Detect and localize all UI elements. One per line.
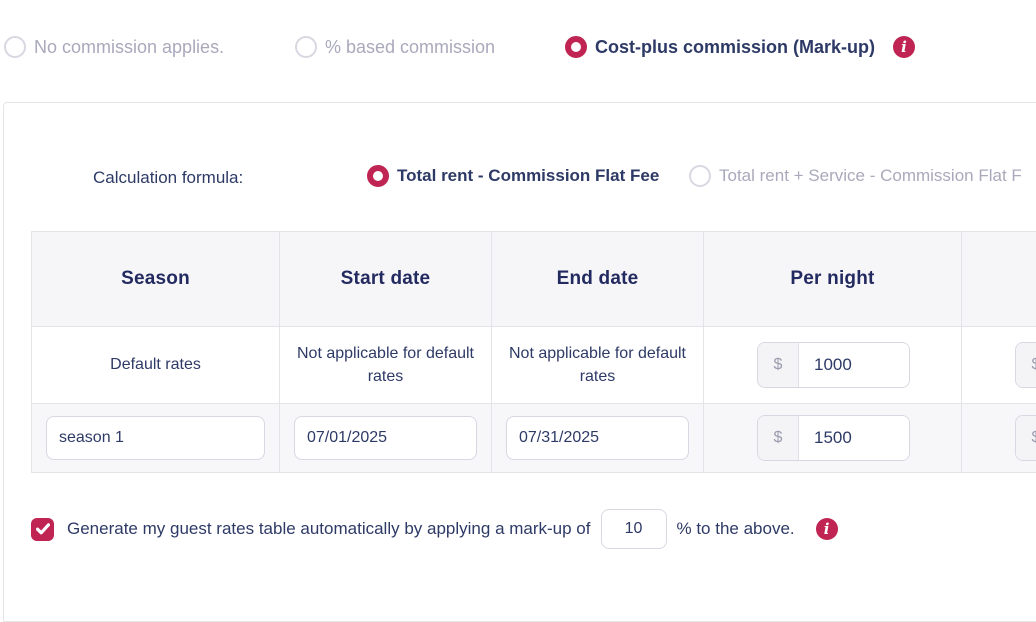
auto-markup-row: Generate my guest rates table automatica… <box>31 506 838 552</box>
currency-prefix: $ <box>1016 343 1036 387</box>
info-icon[interactable]: i <box>815 518 838 540</box>
markup-percent-input[interactable] <box>600 509 667 549</box>
option-percent-commission-label: % based commission <box>325 36 496 57</box>
col-header-season: Season <box>32 232 280 326</box>
default-per-night-input[interactable] <box>799 343 909 387</box>
formula-option-flat-fee-label: Total rent - Commission Flat Fee <box>397 166 660 185</box>
currency-prefix: $ <box>1016 416 1036 460</box>
default-start-date-note: Not applicable for default rates <box>297 344 474 385</box>
radio-unselected-icon[interactable] <box>295 36 317 58</box>
formula-option-service-flat-fee-label: Total rent + Service - Commission Flat F <box>719 166 1022 185</box>
radio-selected-icon[interactable] <box>565 36 587 58</box>
default-rates-label: Default rates <box>110 356 201 374</box>
season-per-night-input[interactable] <box>799 416 909 460</box>
currency-prefix: $ <box>758 343 799 387</box>
commission-type-options: No commission applies. % based commissio… <box>0 36 1036 64</box>
cost-plus-settings-panel: Calculation formula: Total rent - Commis… <box>3 102 1036 622</box>
radio-unselected-icon[interactable] <box>4 36 26 58</box>
default-per-night-input-group: $ <box>757 342 910 388</box>
col-header-start-date: Start date <box>280 232 492 326</box>
option-no-commission-label: No commission applies. <box>34 36 225 57</box>
col-header-extra <box>962 232 1036 326</box>
markup-text-before: Generate my guest rates table automatica… <box>67 519 591 538</box>
checkmark-icon <box>35 523 50 535</box>
season-start-date-input[interactable] <box>294 416 477 460</box>
generate-rates-checkbox[interactable] <box>31 517 54 541</box>
default-extra-input-group: $ <box>1015 342 1036 388</box>
season-end-date-input[interactable] <box>506 416 689 460</box>
markup-text-after: % to the above. <box>676 519 795 538</box>
option-cost-plus-commission[interactable]: Cost-plus commission (Mark-up) i <box>565 36 916 58</box>
col-header-end-date: End date <box>492 232 704 326</box>
season-per-night-input-group: $ <box>757 415 910 461</box>
season-name-input[interactable] <box>46 416 265 460</box>
season-extra-input-group: $ <box>1015 415 1036 461</box>
info-icon[interactable]: i <box>893 36 916 58</box>
option-percent-commission[interactable]: % based commission <box>295 36 495 58</box>
calculation-formula-label: Calculation formula: <box>93 168 244 187</box>
table-row-default-rates: Default rates Not applicable for default… <box>32 327 1036 404</box>
col-header-per-night: Per night <box>704 232 962 326</box>
calculation-formula-row: Calculation formula: Total rent - Commis… <box>4 165 1036 193</box>
radio-unselected-icon[interactable] <box>689 165 711 187</box>
default-end-date-note: Not applicable for default rates <box>509 344 686 385</box>
formula-option-flat-fee[interactable]: Total rent - Commission Flat Fee <box>367 165 659 187</box>
option-cost-plus-commission-label: Cost-plus commission (Mark-up) <box>595 36 876 57</box>
formula-option-service-flat-fee[interactable]: Total rent + Service - Commission Flat F <box>689 165 1022 187</box>
radio-selected-icon[interactable] <box>367 165 389 187</box>
table-header-row: Season Start date End date Per night <box>32 232 1036 327</box>
table-row-season-1: $ $ <box>32 404 1036 472</box>
seasonal-rates-table: Season Start date End date Per night Def… <box>31 231 1036 473</box>
option-no-commission[interactable]: No commission applies. <box>4 36 224 58</box>
currency-prefix: $ <box>758 416 799 460</box>
